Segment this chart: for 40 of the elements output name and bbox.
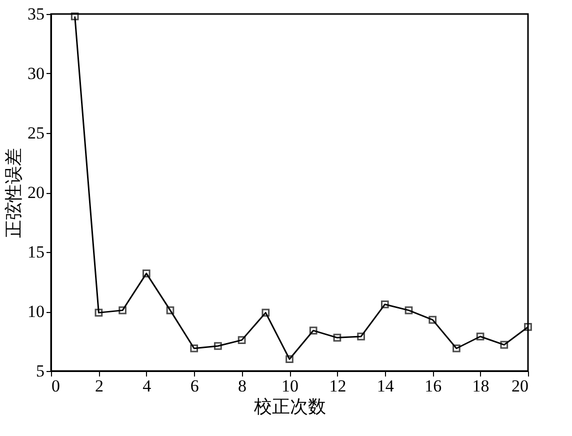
x-tick-label: 2	[94, 376, 104, 396]
point	[500, 340, 508, 349]
x-tick-label: 14	[376, 376, 394, 396]
x-axis-title: 校正次数	[253, 396, 326, 416]
point	[214, 342, 222, 350]
x-tick-label: 4	[142, 376, 152, 396]
point	[309, 326, 318, 334]
point	[190, 344, 198, 352]
point	[333, 334, 342, 342]
x-tick-label: 12	[329, 376, 346, 396]
y-tick-label: 20	[28, 183, 44, 202]
point	[166, 306, 174, 314]
point	[70, 12, 79, 20]
point	[380, 300, 389, 308]
x-tick-label: 0	[52, 376, 60, 396]
x-tick-label: 6	[190, 376, 199, 396]
point	[476, 332, 484, 340]
point	[142, 270, 150, 278]
y-tick-label: 15	[28, 242, 44, 262]
x-tick-label: 20	[512, 376, 528, 396]
y-tick-label: 35	[28, 4, 44, 24]
y-tick-label: 5	[36, 362, 44, 380]
point	[452, 344, 460, 352]
point	[262, 308, 270, 317]
point	[357, 332, 365, 340]
y-axis-title: 正弦性误差	[4, 148, 24, 238]
point	[286, 355, 294, 364]
point	[238, 336, 246, 344]
point	[524, 323, 532, 331]
y-tick-label: 30	[28, 64, 44, 83]
y-tick-label: 10	[28, 302, 44, 321]
point	[94, 308, 103, 317]
point	[118, 306, 126, 314]
x-tick-label: 18	[472, 376, 490, 396]
x-tick-label: 16	[424, 376, 442, 396]
x-tick-label: 8	[238, 376, 247, 396]
x-tick-label: 10	[282, 376, 298, 396]
point	[404, 306, 413, 314]
y-tick-label: 25	[28, 124, 44, 142]
point	[428, 316, 437, 324]
